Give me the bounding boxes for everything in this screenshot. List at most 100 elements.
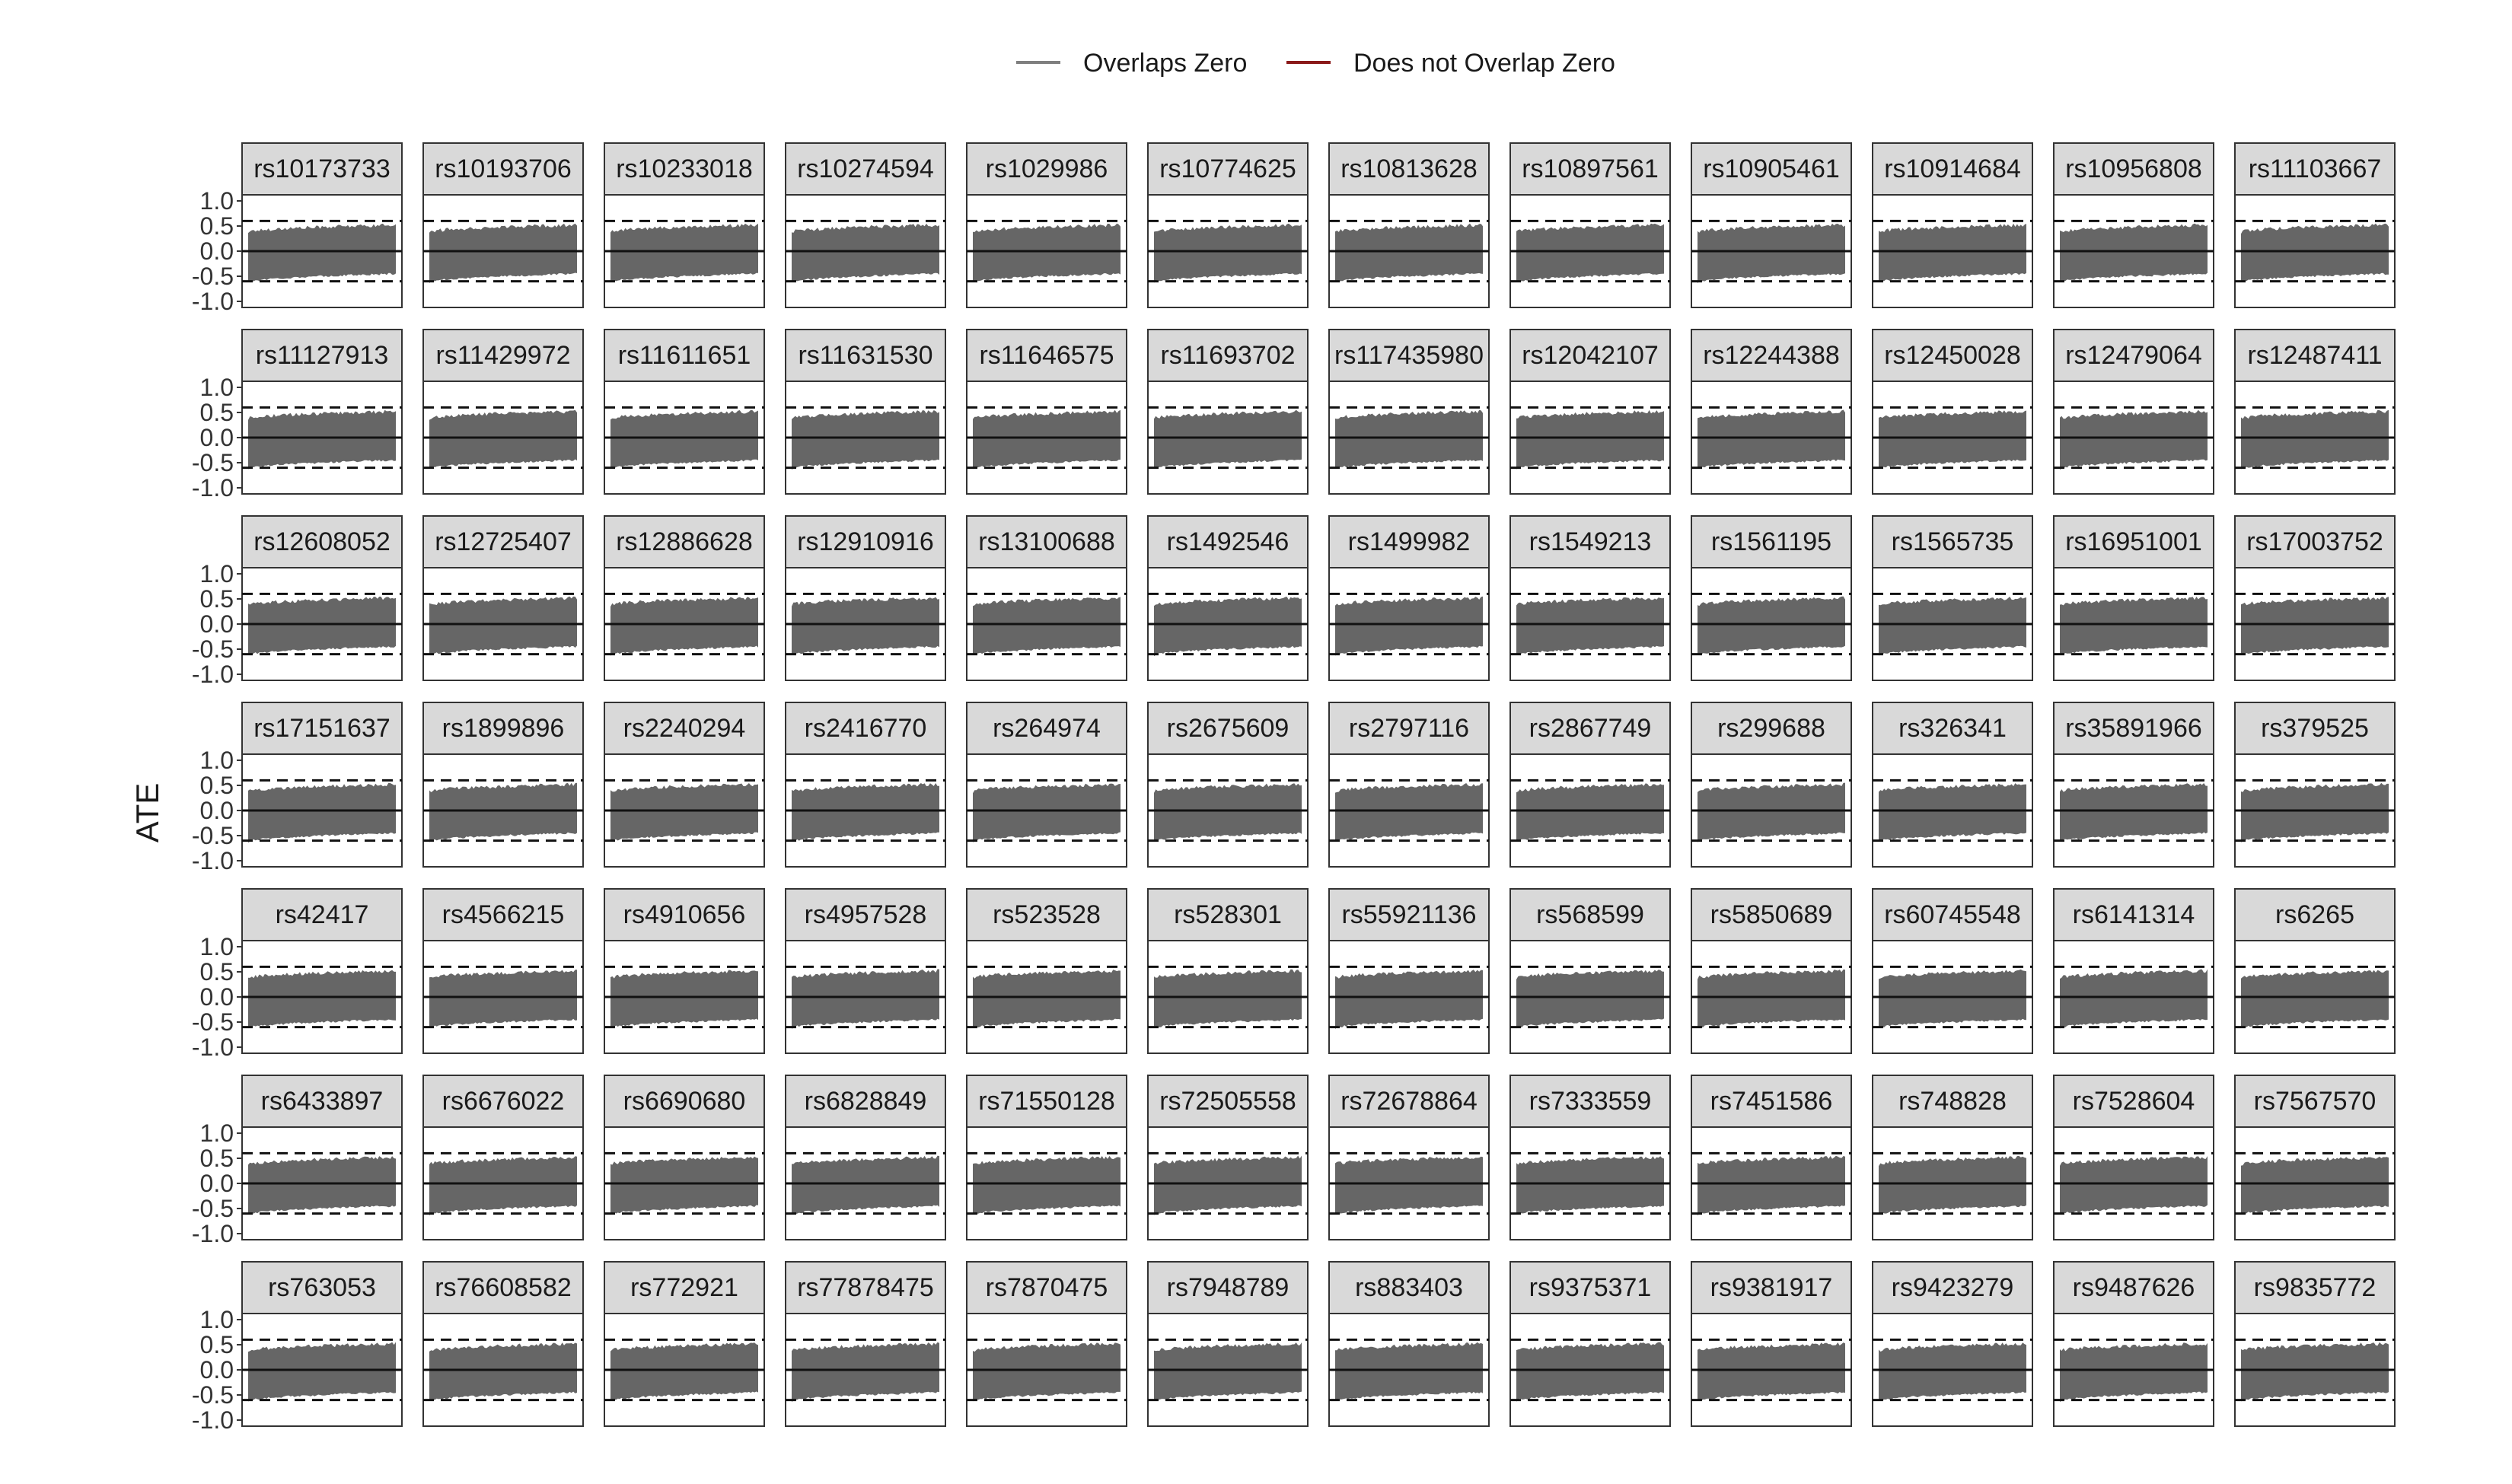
facet-panel: rs72505558 (1147, 1075, 1309, 1240)
ate-band (1154, 1155, 1302, 1215)
facet-label: rs10274594 (797, 154, 934, 183)
y-tick-label: 1.0 (200, 374, 234, 401)
facet-panel: rs2867749 (1509, 702, 1671, 868)
facet-strip (1509, 329, 1671, 382)
legend-item: Overlaps Zero (1016, 49, 1247, 78)
facet-panel: rs11693702 (1147, 329, 1309, 495)
y-tick-label: 0.0 (200, 424, 234, 451)
facet-label: rs60745548 (1884, 900, 2021, 929)
facet-label: rs4957528 (805, 900, 927, 929)
facet-strip (2234, 329, 2396, 382)
ate-band (1516, 409, 1664, 470)
facet-panel: rs11646575 (966, 329, 1127, 495)
ate-band (973, 409, 1121, 470)
ate-band (1335, 970, 1483, 1029)
facet-label: rs42417 (276, 900, 369, 929)
facet-strip (241, 142, 403, 196)
facet-label: rs2867749 (1529, 714, 1652, 743)
facet-label: rs12886628 (616, 527, 753, 556)
facet-label: rs11693702 (1160, 341, 1295, 370)
facet-panel: rs12910916 (785, 515, 946, 681)
ate-band (1516, 597, 1664, 655)
facet-panel: rs12479064 (2053, 329, 2214, 495)
facet-label: rs10774625 (1159, 154, 1296, 183)
ate-band (248, 597, 396, 655)
facet-label: rs1029986 (986, 154, 1108, 183)
y-tick-label: -1.0 (192, 1033, 234, 1061)
facet-panel: rs1492546 (1147, 515, 1309, 681)
facet-label: rs9381917 (1710, 1273, 1833, 1302)
facet-panel: rs7528604 (2053, 1075, 2214, 1240)
ate-band (429, 409, 577, 469)
ate-band (1698, 223, 1845, 283)
facet-label: rs11631530 (798, 341, 932, 370)
facet-label: rs10914684 (1884, 154, 2021, 183)
ate-band (429, 970, 577, 1028)
ate-band (792, 1342, 939, 1403)
legend-item: Does not Overlap Zero (1286, 49, 1615, 78)
facet-panel: rs12608052 1.00.50.0-0.5-1.0 (192, 515, 403, 688)
facet-panel: rs4957528 (785, 888, 946, 1054)
ate-band (2241, 409, 2389, 470)
facet-label: rs264974 (993, 714, 1101, 743)
facet-panel: rs60745548 (1872, 888, 2033, 1054)
facet-panel: rs11103667 (2234, 142, 2396, 308)
facet-label: rs748828 (1898, 1087, 2007, 1116)
facet-strip (966, 702, 1127, 755)
facet-strip (2234, 515, 2396, 568)
ate-band (1516, 1156, 1664, 1215)
facet-label: rs35891966 (2065, 714, 2202, 743)
facet-label: rs2416770 (805, 714, 927, 743)
ate-band (610, 970, 758, 1027)
legend-label: Overlaps Zero (1083, 49, 1247, 78)
ate-band (792, 969, 939, 1029)
facet-panel: rs7451586 (1691, 1075, 1852, 1240)
facet-label: rs299688 (1717, 714, 1825, 743)
ate-band (248, 782, 396, 843)
facet-strip (1691, 142, 1852, 196)
facet-strip (1509, 888, 1671, 941)
facet-label: rs528301 (1174, 900, 1282, 929)
facet-label: rs12608052 (253, 527, 391, 556)
facet-strip (1147, 1261, 1309, 1314)
y-tick-label: 0.5 (200, 1145, 234, 1172)
ate-band (1698, 1155, 1845, 1215)
facet-panel: rs10274594 (785, 142, 946, 308)
ate-band (973, 1342, 1121, 1402)
facet-label: rs12725407 (435, 527, 572, 556)
ate-band (2060, 409, 2208, 470)
ate-band (2241, 1156, 2389, 1215)
ate-band (248, 1342, 396, 1402)
facet-label: rs17003752 (2246, 527, 2383, 556)
ate-band (973, 1155, 1121, 1214)
facet-strip (241, 329, 403, 382)
facet-label: rs7567570 (2254, 1087, 2377, 1116)
ate-band (973, 783, 1121, 842)
facet-label: rs7870475 (986, 1273, 1108, 1302)
facet-strip (2053, 142, 2214, 196)
facet-label: rs11429972 (435, 341, 570, 370)
y-tick-label: -1.0 (192, 661, 234, 688)
y-tick-label: 0.5 (200, 212, 234, 240)
facet-panel: rs12042107 (1509, 329, 1671, 495)
facet-panel: rs1499982 (1328, 515, 1490, 681)
ate-band (610, 409, 758, 469)
facet-strip (966, 515, 1127, 568)
ate-band (1879, 1155, 2026, 1215)
facet-label: rs1499982 (1348, 527, 1471, 556)
facet-label: rs10897561 (1522, 154, 1659, 183)
y-tick-label: 1.0 (200, 747, 234, 774)
facet-panel: rs11127913 1.00.50.0-0.5-1.0 (192, 329, 403, 502)
facet-label: rs7528604 (2073, 1087, 2195, 1116)
facet-label: rs6433897 (261, 1087, 384, 1116)
facet-panel: rs9381917 (1691, 1261, 1852, 1427)
facet-panel: rs528301 (1147, 888, 1309, 1054)
facet-label: rs10905461 (1703, 154, 1840, 183)
facet-label: rs72505558 (1159, 1087, 1296, 1116)
facet-panel: rs1029986 (966, 142, 1127, 308)
y-tick-label: 0.0 (200, 610, 234, 638)
facet-label: rs772921 (630, 1273, 738, 1302)
facet-panel: rs76608582 (422, 1261, 584, 1427)
